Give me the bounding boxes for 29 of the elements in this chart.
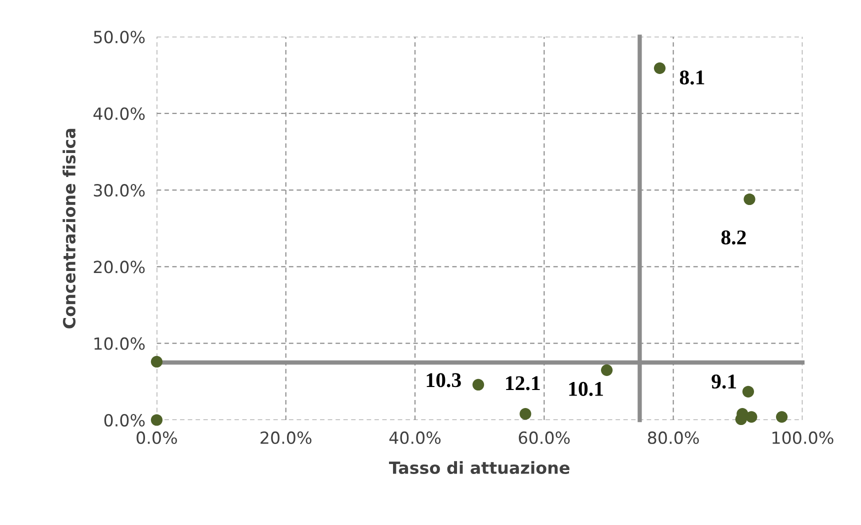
x-tick-label: 40.0%	[389, 431, 441, 444]
point	[776, 411, 788, 423]
annotation: 9.1	[712, 374, 736, 389]
x-tick-label: 100.0%	[772, 431, 834, 444]
point	[150, 356, 163, 368]
point	[472, 378, 484, 391]
point	[742, 386, 754, 398]
point	[150, 414, 163, 426]
annotation: 12.1	[506, 376, 540, 390]
x-tick-label: 0.0%	[136, 431, 177, 444]
x-tick-label: 20.0%	[260, 431, 312, 444]
y-axis-title: Concentrazione fisica	[62, 128, 76, 328]
x-tick-label: 60.0%	[518, 431, 570, 444]
annotation: 8.1	[680, 70, 704, 85]
y-tick-label: 0.0%	[104, 414, 145, 427]
point	[520, 408, 532, 420]
annotation: 10.3	[426, 373, 461, 388]
x-tick-label: 80.0%	[648, 431, 699, 444]
point	[744, 193, 756, 206]
y-tick-label: 40.0%	[93, 107, 145, 120]
annotation: 10.1	[569, 382, 603, 396]
y-tick-label: 50.0%	[94, 30, 145, 44]
y-tick-label: 10.0%	[94, 337, 145, 350]
point	[600, 364, 613, 376]
y-tick-label: 30.0%	[94, 184, 145, 197]
point	[654, 62, 666, 74]
x-axis-title: Tasso di attuazione	[388, 461, 570, 474]
y-tick-label: 20.0%	[94, 260, 145, 274]
annotation: 8.2	[721, 230, 746, 245]
